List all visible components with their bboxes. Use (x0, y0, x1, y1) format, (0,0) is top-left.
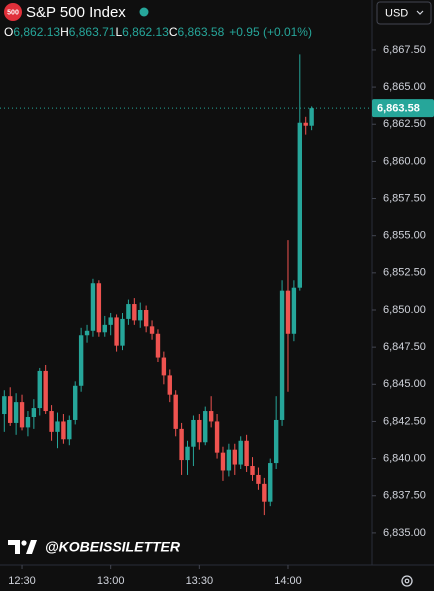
y-tick-label: 6,852.50 (383, 267, 426, 279)
ohlc-key: C (169, 25, 178, 39)
ohlc-change: +0.95 (+0.01%) (229, 25, 312, 39)
tv-logo (8, 540, 37, 554)
candle-body (273, 419, 279, 464)
candle-body (262, 483, 267, 502)
ohlc-value: 6,863.71 (69, 25, 116, 39)
x-tick-label: 14:00 (274, 575, 302, 587)
candle-body (73, 385, 78, 420)
candle-body (120, 318, 125, 346)
candle-body (303, 122, 308, 126)
y-tick-label: 6,855.00 (383, 230, 426, 242)
candle-body (268, 463, 273, 502)
candle-body (167, 375, 172, 395)
currency-button[interactable] (376, 1, 432, 25)
candle-body (90, 283, 96, 331)
candle-body (149, 326, 155, 334)
plot-area (0, 54, 372, 516)
candle-body (232, 449, 237, 465)
candle-body (309, 108, 314, 126)
y-tick-label: 6,835.00 (383, 527, 426, 539)
ohlc-value: 6,863.58 (178, 25, 225, 39)
y-tick-label: 6,850.00 (383, 304, 426, 316)
y-tick-label: 6,865.00 (383, 81, 426, 93)
candle-body (297, 122, 302, 288)
watermark: @KOBEISSILETTER (45, 539, 181, 555)
y-tick-label: 6,862.50 (383, 118, 426, 130)
candle-body (43, 370, 48, 412)
y-tick-label: 6,857.50 (383, 192, 426, 204)
candle-body (179, 428, 184, 461)
candle-body (132, 304, 137, 321)
chart-title[interactable]: S&P 500 Index (26, 4, 126, 21)
ohlc-legend: O6,862.13H6,863.71L6,862.13C6,863.58 +0.9… (4, 25, 312, 39)
ohlc-key: O (4, 25, 13, 39)
candle-body (108, 317, 113, 325)
candle-body (49, 411, 54, 432)
candle-body (250, 466, 255, 475)
ohlc-key: H (60, 25, 69, 39)
candle-body (161, 357, 167, 376)
candle-body (244, 440, 249, 467)
candle-body (143, 309, 149, 327)
candle-body (25, 416, 31, 428)
candle-body (173, 394, 178, 429)
candle-body (285, 290, 291, 334)
candle-body (19, 402, 25, 428)
candle-body (37, 370, 42, 409)
candle-body (191, 419, 196, 447)
ohlc-value: 6,862.13 (13, 25, 60, 39)
candle-body (126, 304, 131, 319)
symbol-badge[interactable] (4, 3, 22, 21)
candle-body (78, 335, 84, 386)
y-tick-label: 6,842.50 (383, 415, 426, 427)
candle-body (185, 446, 190, 461)
y-tick-label: 6,837.50 (383, 490, 426, 502)
candle-body (220, 452, 226, 471)
candle-body (61, 421, 66, 440)
candle-body (8, 396, 13, 423)
candle-body (197, 419, 202, 443)
currency-chevron (416, 10, 424, 15)
last-price-box (372, 99, 434, 118)
candle-body (96, 283, 102, 333)
candle-body (84, 330, 90, 336)
last-price-label: 6,863.58 (377, 103, 420, 115)
candle-body (2, 396, 7, 415)
candle-body (291, 287, 297, 334)
candle-body (55, 421, 60, 432)
x-tick-label: 13:00 (97, 575, 125, 587)
candle-body (67, 419, 72, 440)
candle-body (114, 317, 119, 346)
y-tick-label: 6,845.00 (383, 378, 426, 390)
y-tick-label: 6,840.00 (383, 453, 426, 465)
candle-body (203, 411, 208, 443)
candle-body (138, 309, 143, 321)
x-tick-label: 13:30 (186, 575, 214, 587)
candle-body (13, 402, 19, 423)
y-tick-label: 6,867.50 (383, 44, 426, 56)
market-status-dot (139, 7, 149, 17)
badge-text: 500 (7, 9, 19, 16)
candle-body (226, 449, 232, 471)
candle-body (214, 421, 220, 453)
y-tick-label: 6,860.00 (383, 155, 426, 167)
settings-icon[interactable] (401, 575, 413, 587)
candle-body (279, 290, 285, 420)
x-tick-label: 12:30 (8, 575, 36, 587)
candle-body (102, 324, 107, 333)
y-tick-label: 6,847.50 (383, 341, 426, 353)
currency-label: USD (385, 7, 408, 19)
candle-body (208, 411, 214, 422)
ohlc-value: 6,862.13 (122, 25, 169, 39)
candle-body (256, 474, 261, 484)
candle-body (238, 440, 243, 465)
candle-body (155, 333, 161, 358)
candle-body (31, 408, 37, 417)
ohlc-key: L (115, 25, 122, 39)
